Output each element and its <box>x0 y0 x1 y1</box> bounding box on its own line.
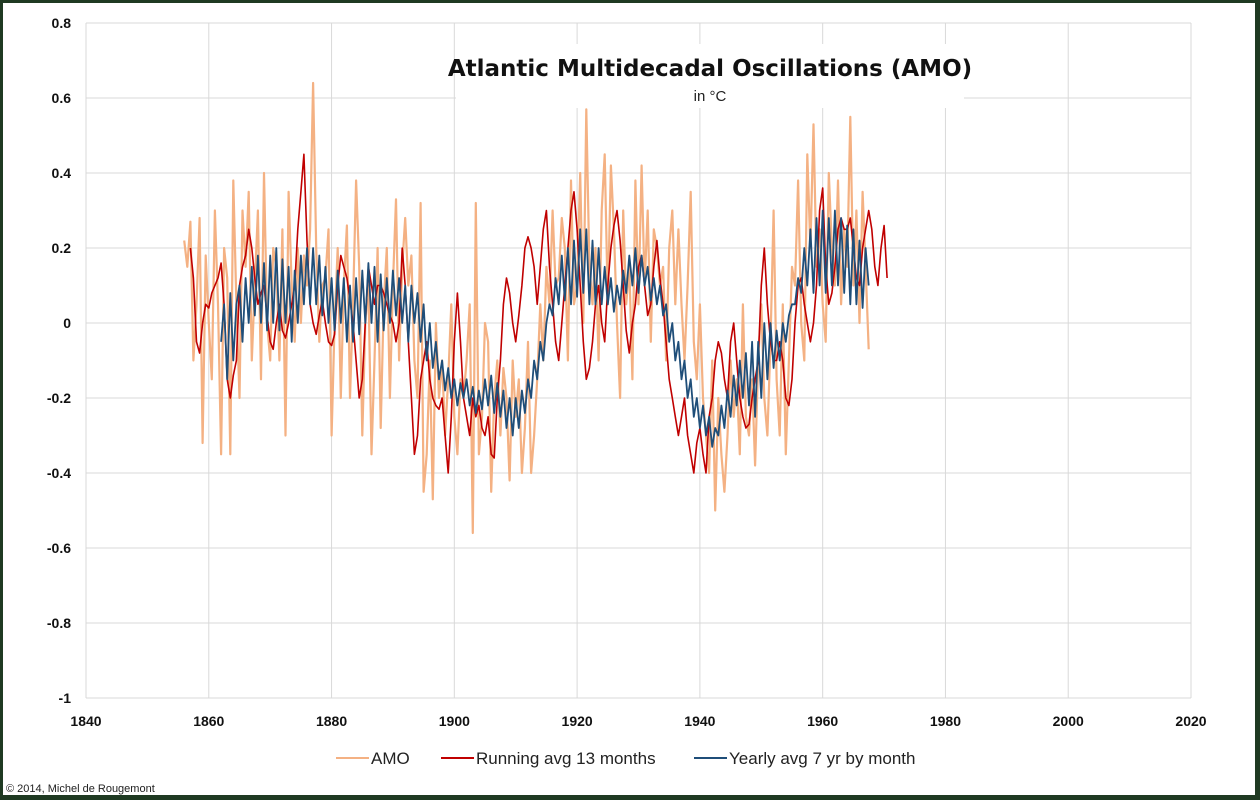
x-tick-label: 1960 <box>807 713 838 729</box>
y-tick-label: -0.4 <box>47 465 71 481</box>
chart-subtitle: in °C <box>694 88 727 105</box>
legend-label: AMO <box>371 749 410 768</box>
amo-chart: 0.8 0.6 0.4 0.2 0 -0.2 -0.4 -0.6 -0.8 -1 1840 1860… <box>6 15 1207 795</box>
x-tick-label: 1840 <box>70 713 101 729</box>
legend-item-yearly-avg: Yearly avg 7 yr by month <box>694 749 915 768</box>
y-tick-label: 0.4 <box>52 165 72 181</box>
y-axis-ticks: 0.8 0.6 0.4 0.2 0 -0.2 -0.4 -0.6 -0.8 -1 <box>47 15 71 706</box>
y-tick-label: 0 <box>63 315 71 331</box>
y-tick-label: 0.2 <box>52 240 72 256</box>
y-tick-label: 0.8 <box>52 15 72 31</box>
x-tick-label: 1920 <box>562 713 593 729</box>
x-tick-label: 1860 <box>193 713 224 729</box>
x-tick-label: 2020 <box>1175 713 1206 729</box>
legend-item-running-avg: Running avg 13 months <box>441 749 656 768</box>
x-tick-label: 2000 <box>1053 713 1084 729</box>
legend-label: Yearly avg 7 yr by month <box>729 749 915 768</box>
chart-frame: 0.8 0.6 0.4 0.2 0 -0.2 -0.4 -0.6 -0.8 -1 1840 1860… <box>3 3 1255 795</box>
yearly-avg-7yr-line <box>220 209 870 448</box>
title-background <box>456 44 964 108</box>
legend: AMO Running avg 13 months Yearly avg 7 yr … <box>336 749 915 768</box>
y-tick-label: -1 <box>59 690 72 706</box>
x-axis-ticks: 1840 1860 1880 1900 1920 1940 1960 1980 2000 2020 <box>70 713 1206 729</box>
x-tick-label: 1980 <box>930 713 961 729</box>
x-tick-label: 1940 <box>684 713 715 729</box>
amo-series-line <box>183 81 870 535</box>
x-tick-label: 1900 <box>439 713 470 729</box>
running-avg-13-months-line <box>189 153 888 474</box>
x-tick-label: 1880 <box>316 713 347 729</box>
legend-label: Running avg 13 months <box>476 749 656 768</box>
y-tick-label: -0.2 <box>47 390 71 406</box>
copyright-credit: © 2014, Michel de Rougemont <box>6 783 155 795</box>
y-tick-label: -0.6 <box>47 540 71 556</box>
series-group <box>183 81 888 535</box>
y-tick-label: -0.8 <box>47 615 71 631</box>
y-tick-label: 0.6 <box>52 90 72 106</box>
legend-item-amo: AMO <box>336 749 410 768</box>
chart-title: Atlantic Multidecadal Oscillations (AMO) <box>448 56 972 82</box>
